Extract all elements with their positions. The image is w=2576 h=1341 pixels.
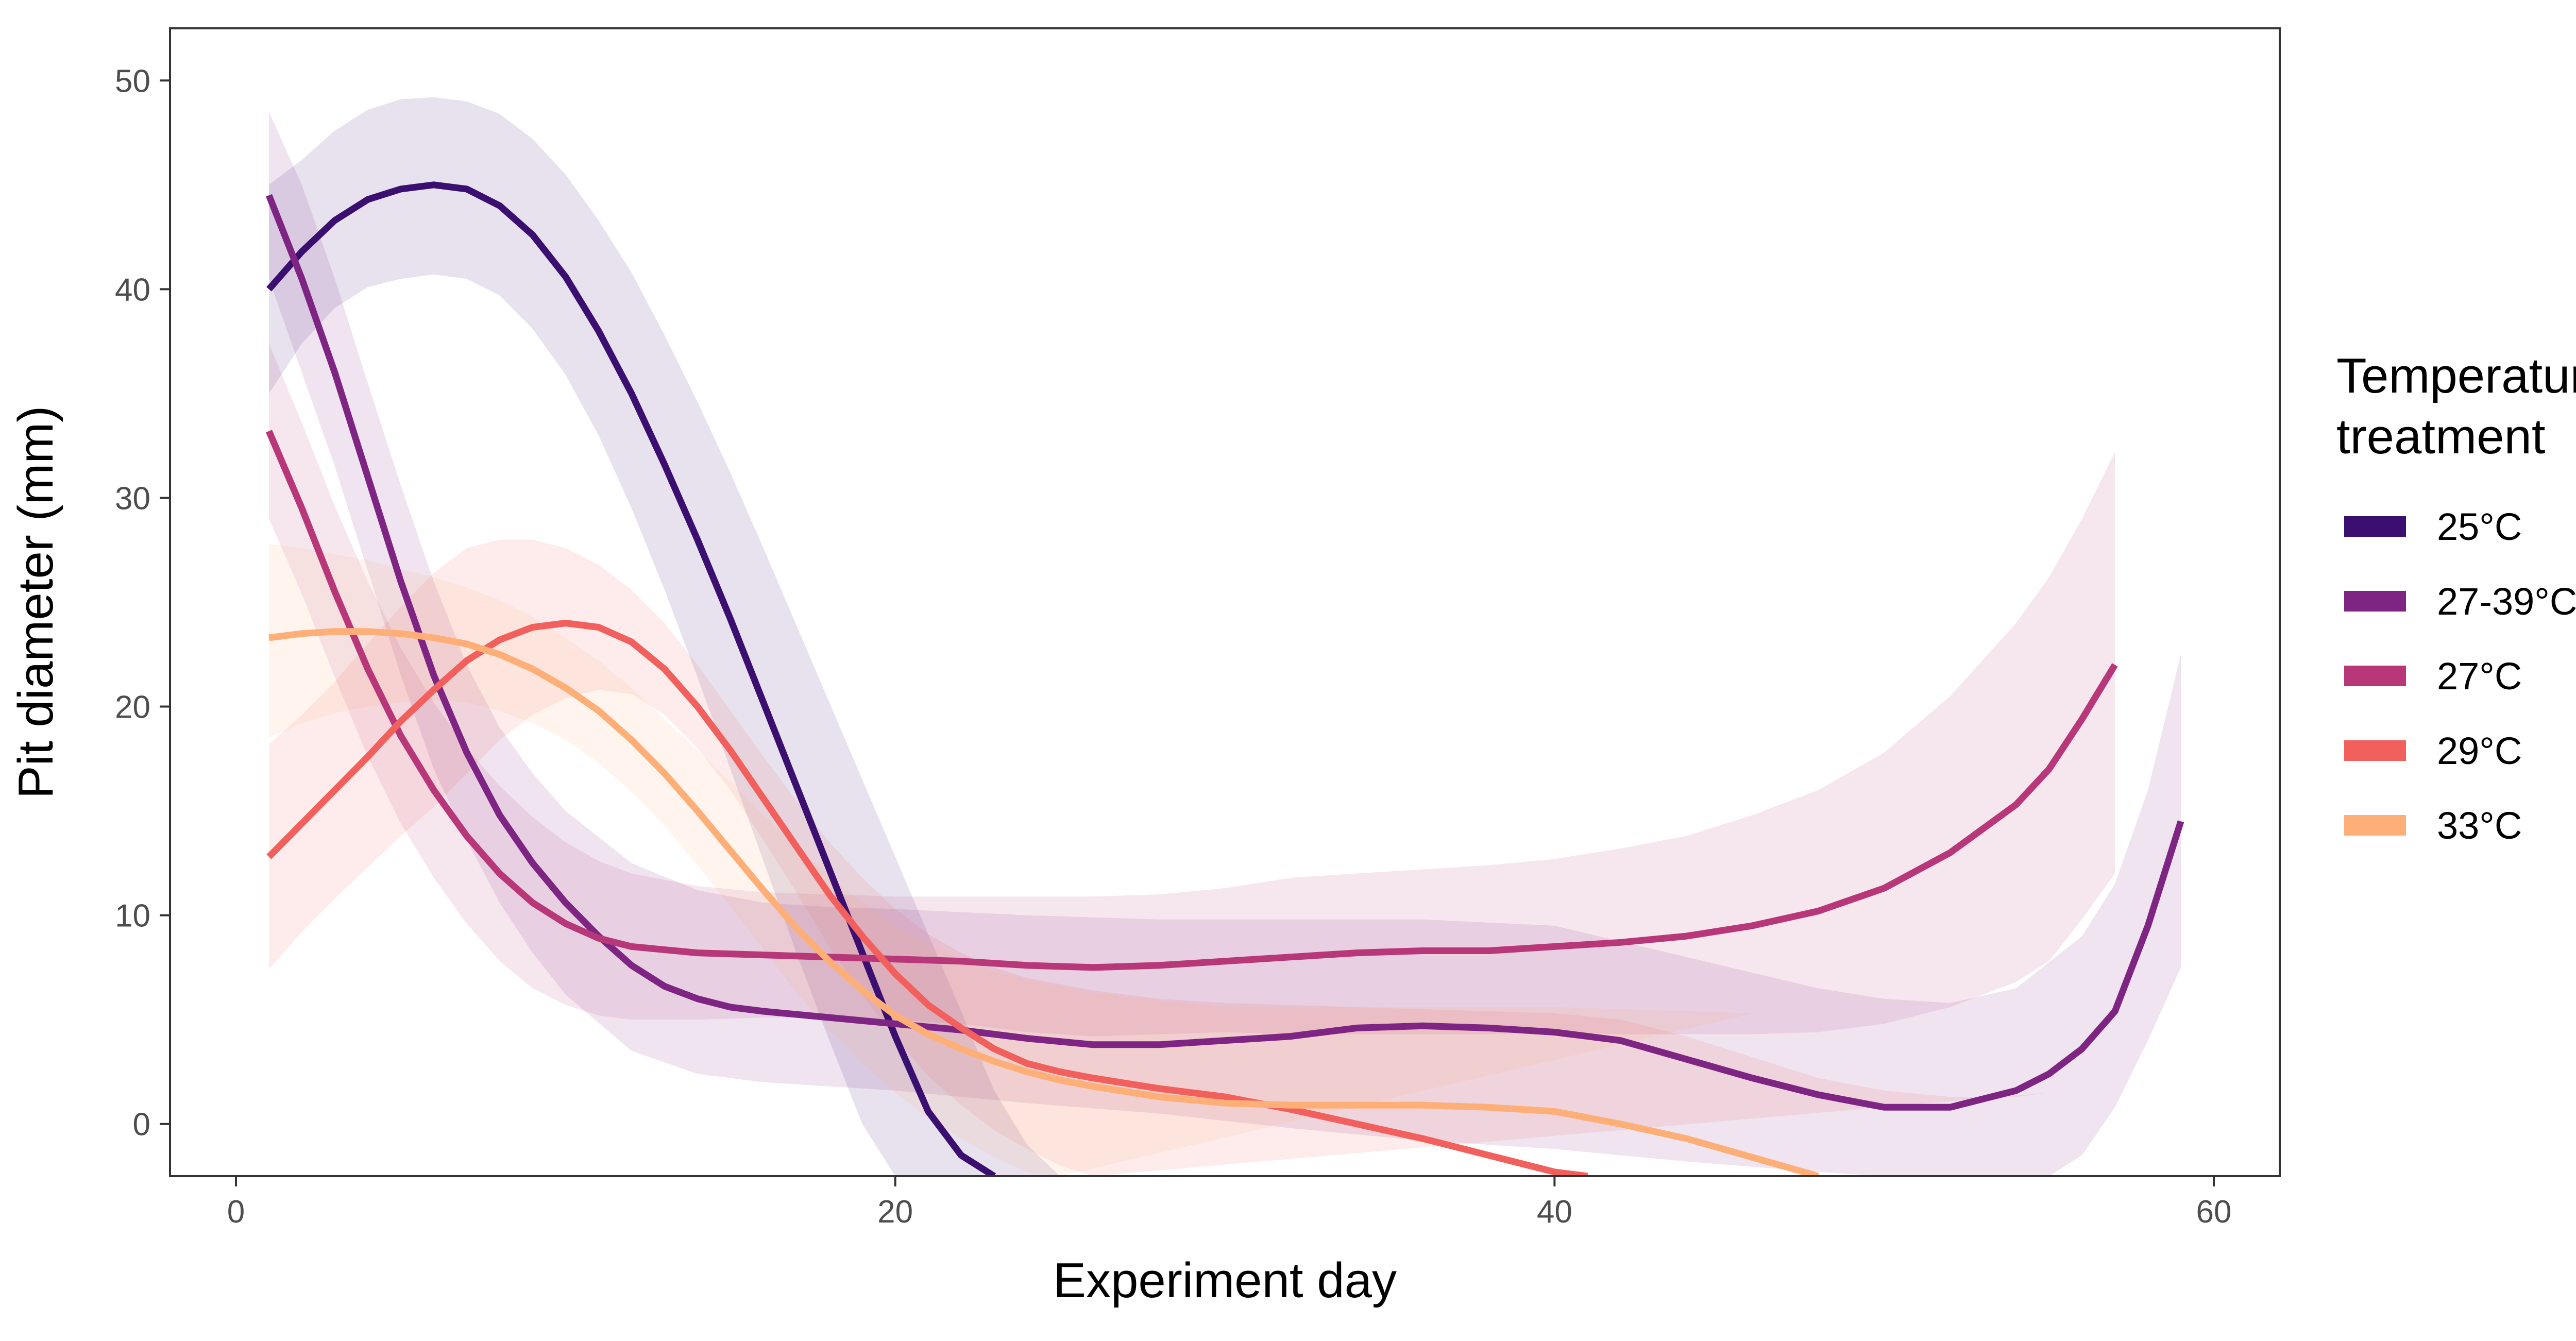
series-line-2 [266, 430, 2118, 971]
legend-label-4: 33°C [2437, 804, 2522, 847]
legend-label-2: 27°C [2437, 655, 2522, 698]
x-axis-title: Experiment day [1053, 1253, 1397, 1308]
legend-key-3 [2344, 740, 2406, 761]
legend-key-4 [2344, 815, 2406, 836]
ci-band-1 [269, 112, 2181, 1176]
ci-band-3 [269, 539, 2049, 1176]
y-tick-label: 30 [115, 481, 150, 516]
x-tick-label: 40 [1537, 1194, 1572, 1230]
y-tick-label: 20 [115, 690, 150, 725]
ci-band-4 [269, 544, 1753, 1176]
y-axis-title: Pit diameter (mm) [8, 406, 63, 799]
ci-band-2 [269, 343, 2115, 1037]
confidence-bands [269, 97, 2181, 1176]
y-tick-label: 0 [133, 1107, 150, 1143]
legend-label-0: 25°C [2437, 505, 2522, 548]
legend-key-2 [2344, 666, 2406, 686]
series-line-1 [265, 194, 2184, 1111]
y-tick-label: 50 [115, 63, 150, 99]
x-tick-label: 60 [2196, 1194, 2232, 1230]
x-tick-label: 0 [227, 1194, 245, 1230]
legend-label-3: 29°C [2437, 729, 2522, 772]
legend-key-1 [2344, 591, 2406, 612]
axes: 0 20 40 60 0 10 20 30 40 50 [115, 63, 2231, 1230]
x-tick-label: 20 [877, 1194, 913, 1230]
legend-key-0 [2344, 516, 2406, 537]
legend: Temperature treatment 25°C 27-39°C 27°C 29°… [2336, 348, 2576, 847]
legend-title-line-1: Temperature [2336, 348, 2576, 403]
series-line-0 [266, 181, 996, 1176]
plot-panel-border [169, 27, 2281, 1177]
legend-label-1: 27-39°C [2437, 580, 2576, 623]
legend-title-line-2: treatment [2336, 409, 2546, 464]
series-line-4 [268, 628, 1819, 1176]
series-lines [265, 181, 2184, 1176]
y-tick-label: 10 [115, 898, 150, 934]
y-tick-label: 40 [115, 272, 150, 308]
ci-band-0 [269, 97, 1060, 1176]
